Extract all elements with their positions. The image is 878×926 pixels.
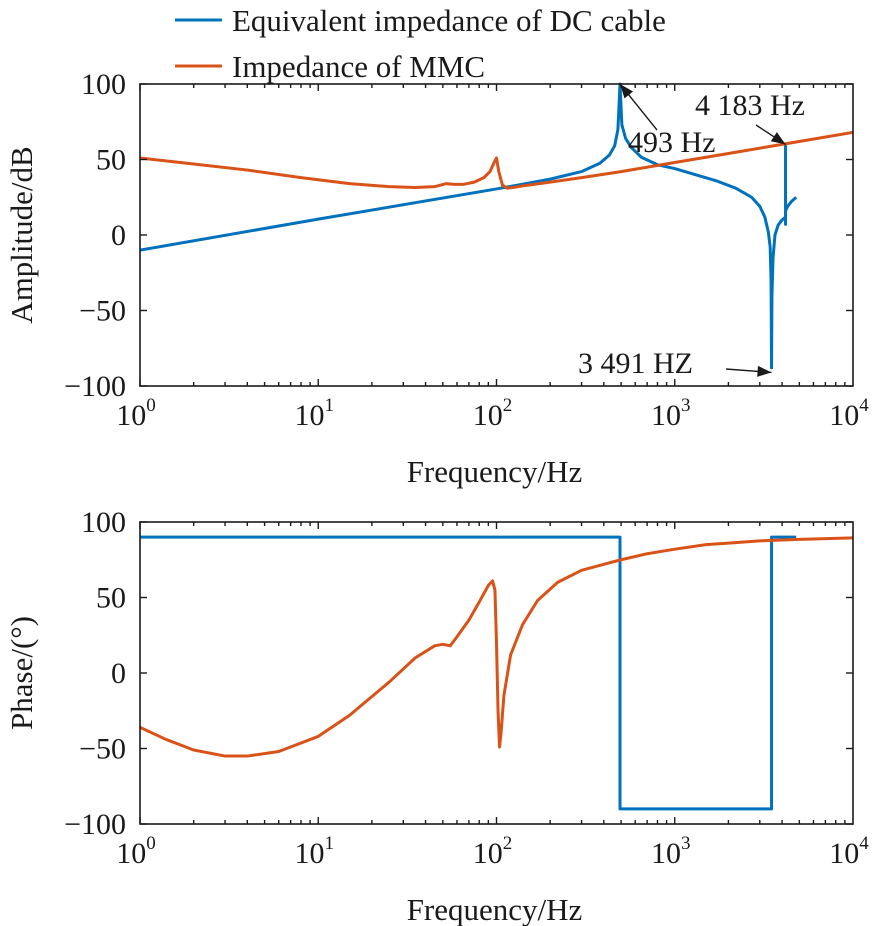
amplitude-panel: 100 101 102 103 104 100 50 0 −50 −100 Frequency/Hz… bbox=[4, 68, 869, 489]
amplitude-x-tick-label: 100 bbox=[116, 395, 156, 432]
phase-x-tick-label: 101 bbox=[295, 833, 335, 870]
amplitude-x-tick-label: 101 bbox=[295, 395, 335, 432]
phase-y-tick-label: 50 bbox=[96, 582, 126, 615]
amplitude-x-axis-label: Frequency/Hz bbox=[407, 454, 583, 489]
phase-y-tick-label: −100 bbox=[64, 808, 126, 841]
phase-series-mmc-line bbox=[140, 536, 853, 758]
annotation-label: 493 Hz bbox=[628, 126, 715, 159]
annotation-3: 3 491 HZ bbox=[578, 347, 772, 380]
phase-x-axis-label: Frequency/Hz bbox=[407, 892, 583, 926]
annotation-label: 3 491 HZ bbox=[578, 347, 693, 380]
annotation-arrowhead bbox=[757, 365, 772, 377]
phase-x-tick-label: 102 bbox=[473, 833, 513, 870]
phase-y-tick-label: −50 bbox=[79, 733, 126, 766]
amplitude-axes-frame bbox=[139, 83, 854, 387]
phase-y-tick-label: 0 bbox=[111, 657, 126, 690]
legend-label-mmc: Impedance of MMC bbox=[232, 49, 485, 84]
phase-x-tick-label: 100 bbox=[116, 833, 156, 870]
amplitude-x-tick-label: 102 bbox=[473, 395, 513, 432]
phase-panel: 100 101 102 103 104 100 50 0 −50 −100 Frequency/Hz… bbox=[4, 506, 869, 926]
amplitude-y-tick-label: −100 bbox=[64, 370, 126, 403]
annotation-arrowhead bbox=[770, 132, 786, 145]
amplitude-series-mmc-line bbox=[140, 130, 853, 190]
phase-series-dc-cable-line bbox=[140, 535, 797, 811]
amplitude-y-tick-label: 100 bbox=[81, 68, 126, 101]
legend-label-dc-cable: Equivalent impedance of DC cable bbox=[232, 3, 666, 38]
annotation-label: 4 183 Hz bbox=[695, 89, 805, 122]
phase-y-tick-label: 100 bbox=[81, 506, 126, 539]
phase-x-tick-label: 104 bbox=[829, 833, 869, 870]
annotation-arrowhead bbox=[619, 84, 634, 99]
legend: Equivalent impedance of DC cable Impedan… bbox=[175, 3, 666, 84]
amplitude-x-tick-label: 103 bbox=[651, 395, 691, 432]
phase-x-tick-label: 103 bbox=[651, 833, 691, 870]
phase-y-axis-label: Phase/(°) bbox=[4, 616, 39, 730]
amplitude-y-axis-label: Amplitude/dB bbox=[4, 146, 39, 323]
annotation-1: 493 Hz bbox=[619, 83, 715, 159]
amplitude-series-dc-cable-line bbox=[140, 82, 798, 370]
amplitude-y-tick-label: −50 bbox=[79, 295, 126, 328]
annotation-2: 4 183 Hz bbox=[695, 89, 805, 145]
amplitude-y-tick-label: 0 bbox=[111, 219, 126, 252]
amplitude-y-tick-label: 50 bbox=[96, 144, 126, 177]
amplitude-x-tick-label: 104 bbox=[829, 395, 869, 432]
